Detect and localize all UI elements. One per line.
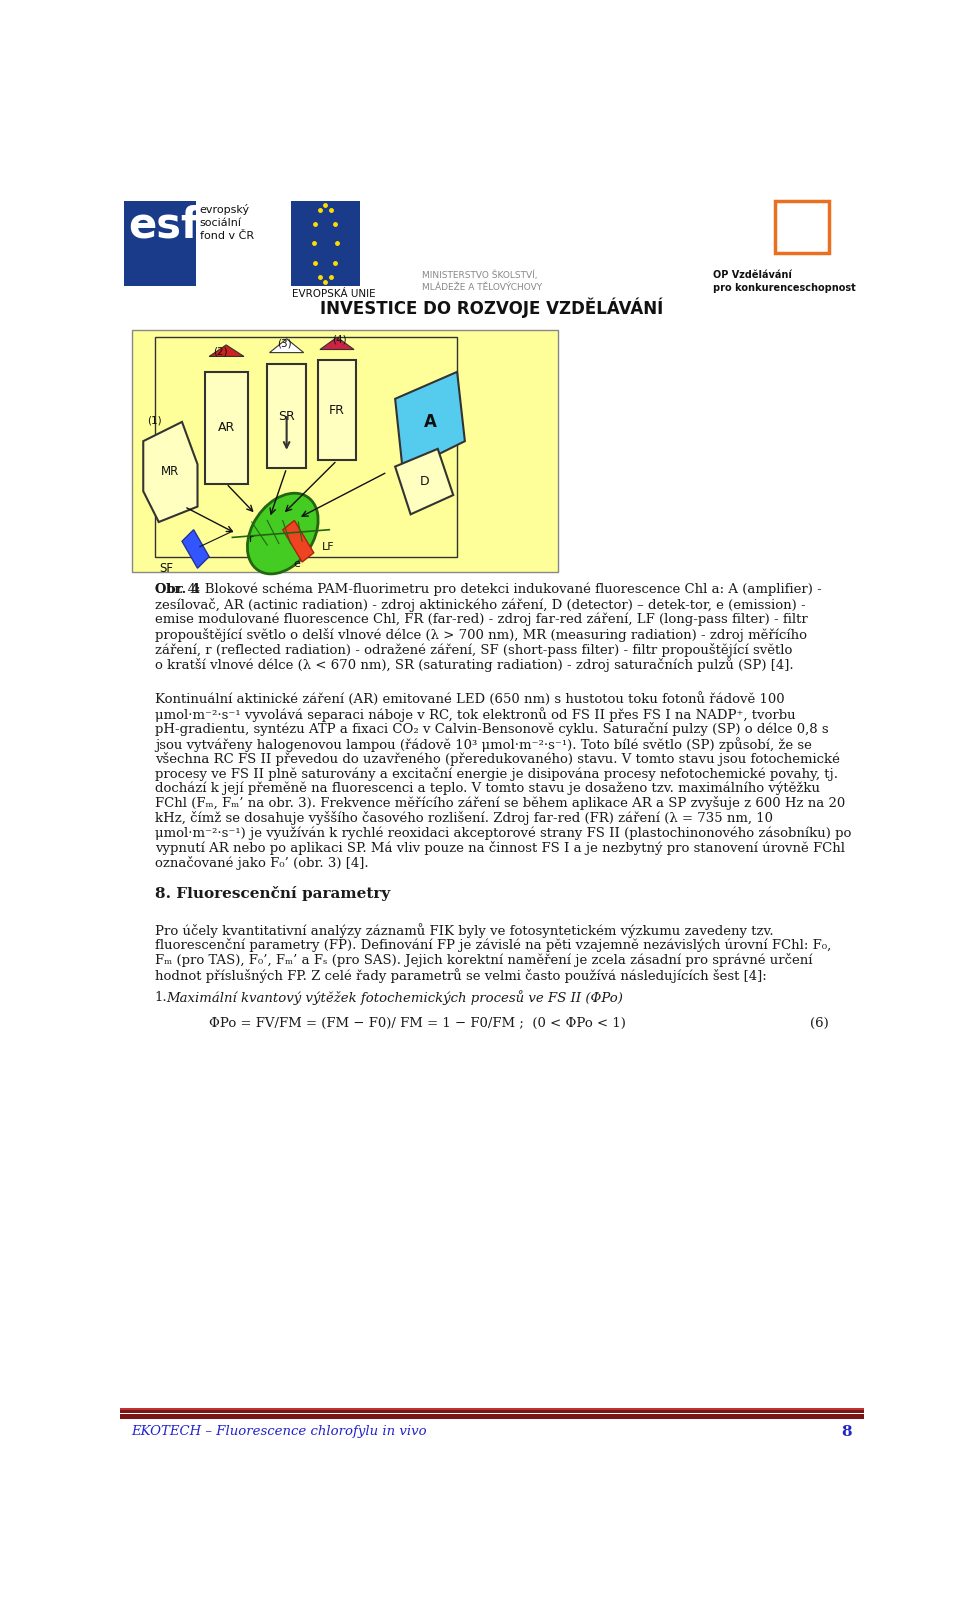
Text: (1): (1) (148, 415, 162, 425)
FancyBboxPatch shape (205, 372, 248, 484)
Text: OP Vzdělávání
pro konkurenceschopnost: OP Vzdělávání pro konkurenceschopnost (713, 269, 855, 294)
Text: μmol·m⁻²·s⁻¹ vyvolává separaci náboje v RC, tok elektronů od FS II přes FS I na : μmol·m⁻²·s⁻¹ vyvolává separaci náboje v … (155, 706, 796, 722)
Polygon shape (209, 346, 244, 357)
Text: e: e (293, 560, 300, 570)
Text: MR: MR (161, 466, 180, 479)
Polygon shape (320, 338, 354, 349)
Text: r: r (250, 534, 254, 544)
Text: Maximální kvantový výtěžek fotochemických procesů ve FS II (ΦPo): Maximální kvantový výtěžek fotochemickýc… (166, 990, 623, 1005)
Text: Pro účely kvantitativní analýzy záznamů FIK byly ve fotosyntetickém výzkumu zave: Pro účely kvantitativní analýzy záznamů … (155, 923, 774, 938)
FancyBboxPatch shape (267, 364, 306, 467)
Polygon shape (182, 529, 209, 568)
Text: EKOTECH – Fluorescence chlorofylu in vivo: EKOTECH – Fluorescence chlorofylu in viv… (132, 1425, 427, 1438)
Polygon shape (283, 521, 314, 562)
Ellipse shape (248, 493, 318, 575)
Text: AR: AR (218, 422, 235, 435)
Text: μmol·m⁻²·s⁻¹) je využíván k rychlé reoxidaci akceptorové strany FS II (plastochi: μmol·m⁻²·s⁻¹) je využíván k rychlé reoxi… (155, 826, 852, 839)
Text: 1.: 1. (155, 990, 167, 1003)
Text: emise modulované fluorescence Chl, FR (far-red) - zdroj far-red záření, LF (long: emise modulované fluorescence Chl, FR (f… (155, 613, 807, 626)
Polygon shape (396, 372, 465, 472)
Text: Kontinuální aktinické záření (AR) emitované LED (650 nm) s hustotou toku fotonů : Kontinuální aktinické záření (AR) emitov… (155, 691, 784, 706)
Text: kHz, čímž se dosahuje vyššího časového rozlišení. Zdroj far-red (FR) záření (λ =: kHz, čímž se dosahuje vyššího časového r… (155, 812, 773, 826)
FancyBboxPatch shape (124, 201, 196, 286)
Text: Fₘ (pro TAS), F₀’, Fₘ’ a Fₛ (pro SAS). Jejich korektní naměření je zcela zásadní: Fₘ (pro TAS), F₀’, Fₘ’ a Fₛ (pro SAS). J… (155, 953, 812, 967)
Text: (4): (4) (332, 334, 347, 344)
Text: procesy ve FS II plně saturovány a excitační energie je disipována procesy nefot: procesy ve FS II plně saturovány a excit… (155, 766, 838, 781)
Text: všechna RC FS II převedou do uzavřeného (přeredukovaného) stavu. V tomto stavu j: všechna RC FS II převedou do uzavřeného … (155, 751, 840, 766)
Text: fluorescenční parametry (FP). Definování FP je závislé na pěti vzajemně nezávisl: fluorescenční parametry (FP). Definování… (155, 938, 831, 953)
Text: A: A (423, 412, 437, 432)
Polygon shape (143, 422, 198, 523)
Polygon shape (396, 450, 453, 514)
FancyBboxPatch shape (120, 1407, 864, 1414)
Text: FChl (Fₘ, Fₘ’ na obr. 3). Frekvence měřícího záření se během aplikace AR a SP zv: FChl (Fₘ, Fₘ’ na obr. 3). Frekvence měří… (155, 797, 845, 810)
Text: evropský
sociální
fond v ČR: evropský sociální fond v ČR (200, 204, 254, 242)
Text: MINISTERSTVO ŠKOLSTVÍ,
MLÁDEŽE A TĚLOVÝCHOVY: MINISTERSTVO ŠKOLSTVÍ, MLÁDEŽE A TĚLOVÝC… (422, 269, 542, 292)
FancyBboxPatch shape (318, 360, 356, 461)
Text: propouštějící světlo o delší vlnové délce (λ > 700 nm), MR (measuring radiation): propouštějící světlo o delší vlnové délc… (155, 628, 806, 641)
Text: o kratší vlnové délce (λ < 670 nm), SR (saturating radiation) - zdroj saturačníc: o kratší vlnové délce (λ < 670 nm), SR (… (155, 657, 794, 672)
Text: (2): (2) (213, 346, 228, 355)
Text: LF: LF (322, 542, 334, 552)
Text: záření, r (reflected radiation) - odražené záření, SF (short-pass filter) - filt: záření, r (reflected radiation) - odraže… (155, 643, 792, 657)
Text: EVROPSKÁ UNIE: EVROPSKÁ UNIE (292, 289, 375, 299)
Text: 8: 8 (842, 1425, 852, 1440)
FancyBboxPatch shape (132, 329, 558, 571)
FancyBboxPatch shape (120, 1407, 864, 1410)
Text: (3): (3) (277, 338, 292, 349)
Text: ΦPo = FV/FM = (FM − F0)/ FM = 1 − F0/FM ;  (0 < ΦPo < 1): ΦPo = FV/FM = (FM − F0)/ FM = 1 − F0/FM … (209, 1018, 626, 1031)
Text: Obr. 4: Obr. 4 (155, 583, 200, 596)
Text: pH-gradientu, syntézu ATP a fixaci CO₂ v Calvin-Bensonově cyklu. Saturační pulzy: pH-gradientu, syntézu ATP a fixaci CO₂ v… (155, 722, 828, 735)
Text: FR: FR (329, 404, 345, 417)
Text: (6): (6) (810, 1018, 829, 1031)
Text: SF: SF (159, 562, 174, 575)
Text: hodnot příslušných FP. Z celé řady parametrů se velmi často používá následujícíc: hodnot příslušných FP. Z celé řady param… (155, 969, 767, 984)
Text: označované jako F₀’ (obr. 3) [4].: označované jako F₀’ (obr. 3) [4]. (155, 857, 369, 870)
Text: Obr. 4: Blokové schéma PAM-fluorimetru pro detekci indukované fluorescence Chl a: Obr. 4: Blokové schéma PAM-fluorimetru p… (155, 583, 822, 596)
FancyBboxPatch shape (120, 1414, 864, 1419)
Text: D: D (420, 476, 429, 489)
Text: SR: SR (278, 409, 295, 422)
Text: 8. Fluorescenční parametry: 8. Fluorescenční parametry (155, 886, 390, 901)
Text: vypnutí AR nebo po aplikaci SP. Má vliv pouze na činnost FS I a je nezbytný pro : vypnutí AR nebo po aplikaci SP. Má vliv … (155, 841, 845, 855)
FancyBboxPatch shape (291, 201, 360, 286)
Text: esf: esf (128, 204, 199, 247)
Text: INVESTICE DO ROZVOJE VZDĚLÁVÁNÍ: INVESTICE DO ROZVOJE VZDĚLÁVÁNÍ (321, 297, 663, 318)
Text: dochází k její přeměně na fluorescenci a teplo. V tomto stavu je dosaženo tzv. m: dochází k její přeměně na fluorescenci a… (155, 781, 820, 795)
Text: zesílovač, AR (actinic radiation) - zdroj aktinického záření, D (detector) – det: zesílovač, AR (actinic radiation) - zdro… (155, 597, 805, 612)
Polygon shape (270, 339, 303, 352)
Text: jsou vytvářeny halogenovou lampou (řádově 10³ μmol·m⁻²·s⁻¹). Toto bílé světlo (S: jsou vytvářeny halogenovou lampou (řádov… (155, 737, 812, 751)
